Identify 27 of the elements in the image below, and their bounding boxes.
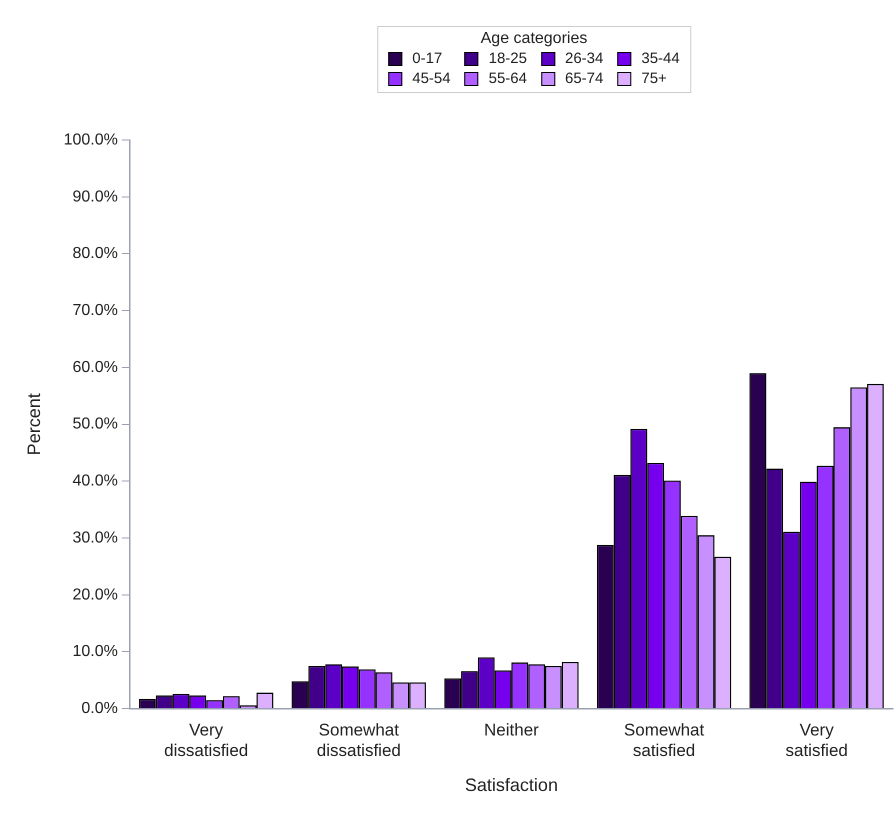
y-tick-label: 10.0% (72, 643, 118, 660)
x-tick-label: Very satisfied (786, 720, 848, 760)
legend-label: 0-17 (412, 50, 442, 67)
y-tick-label: 30.0% (72, 529, 118, 546)
y-tick-label: 90.0% (72, 188, 118, 206)
x-axis-title: Satisfaction (464, 775, 558, 796)
y-tick-label: 40.0% (72, 472, 118, 490)
legend-label: 45-54 (412, 70, 451, 87)
x-tick-label: Somewhat satisfied (624, 720, 704, 760)
y-axis-title: Percent (24, 393, 44, 456)
y-tick-label: 80.0% (72, 245, 118, 262)
y-tick-label: 60.0% (72, 358, 118, 376)
y-tick-label: 100.0% (64, 131, 118, 148)
legend-label: 18-25 (488, 50, 527, 67)
legend-label: 26-34 (565, 50, 604, 67)
y-tick-label: 0.0% (81, 700, 118, 718)
x-tick-label: Neither (484, 720, 540, 740)
y-tick-label: 70.0% (72, 302, 118, 319)
y-tick-label: 20.0% (72, 586, 118, 604)
legend-title: Age categories (480, 30, 588, 48)
legend-label: 35-44 (641, 50, 680, 67)
x-tick-label: Somewhat dissatisfied (316, 720, 401, 760)
legend-label: 65-74 (565, 70, 604, 87)
legend-label: 75+ (641, 70, 667, 87)
legend-label: 55-64 (488, 70, 527, 87)
x-tick-label: Very dissatisfied (164, 720, 248, 760)
y-tick-label: 50.0% (72, 416, 118, 433)
